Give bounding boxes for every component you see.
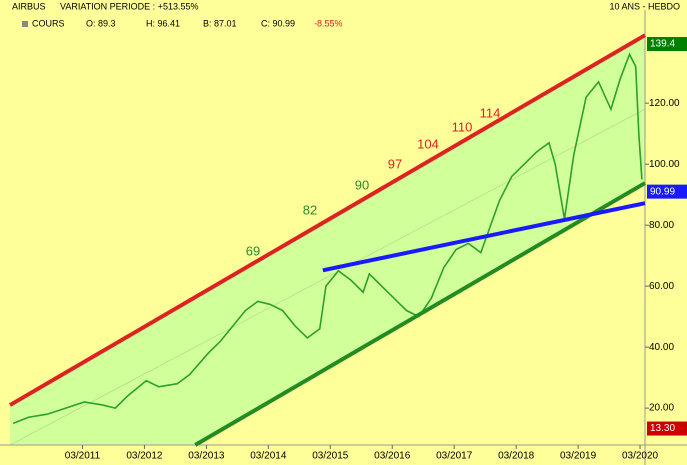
- annotation: 97: [388, 156, 402, 171]
- price-tag: [647, 421, 687, 436]
- price-tag: [647, 37, 687, 52]
- y-tick-label: 80.00: [649, 220, 674, 231]
- annotation: 90: [355, 177, 369, 192]
- ohlc-open: O: 89.3: [86, 18, 116, 28]
- x-tick-label: 03/2013: [188, 451, 225, 462]
- trend-line: [322, 201, 646, 273]
- price-line: [12, 52, 643, 425]
- x-tick-label: 03/2018: [498, 451, 535, 462]
- price-tag-label: 90.99: [650, 186, 675, 197]
- x-tick-label: 03/2019: [560, 451, 597, 462]
- annotation: 110: [452, 119, 473, 134]
- y-tick-label: 100.00: [649, 159, 680, 170]
- trend-line: [194, 181, 647, 447]
- y-tick-label: 20.00: [649, 403, 674, 414]
- annotation: 69: [246, 243, 260, 258]
- x-tick-label: 03/2012: [126, 451, 163, 462]
- ohlc-high: H: 96.41: [146, 18, 180, 28]
- x-tick-label: 03/2015: [312, 451, 349, 462]
- annotation: 114: [480, 105, 501, 120]
- x-tick-label: 03/2016: [374, 451, 411, 462]
- channel-mid: [9, 108, 646, 446]
- ohlc-low: B: 87.01: [203, 18, 237, 28]
- period: 10 ANS - HEBDO: [609, 1, 680, 11]
- y-tick-label: 40.00: [649, 342, 674, 353]
- annotation: 104: [417, 136, 439, 151]
- x-tick-label: 03/2014: [250, 451, 287, 462]
- y-tick-label: 60.00: [649, 281, 674, 292]
- price-tag: [647, 184, 687, 199]
- price-tag-label: 13.30: [650, 423, 675, 434]
- y-tick-label: 120.00: [649, 98, 680, 109]
- x-tick-label: 03/2020: [622, 451, 659, 462]
- ohlc-close: C: 90.99: [261, 18, 295, 28]
- channel-fill: [10, 35, 645, 446]
- subtitle: VARIATION PERIODE : +513.55%: [60, 1, 198, 11]
- annotation: 82: [303, 202, 317, 217]
- legend-swatch: [22, 21, 28, 27]
- legend-label: COURS: [32, 18, 65, 28]
- price-tag-label: 139.4: [650, 39, 675, 50]
- x-tick-label: 03/2017: [436, 451, 473, 462]
- chart-title: AIRBUS: [12, 1, 46, 11]
- change: -8.55%: [314, 18, 343, 28]
- trend-line: [8, 33, 647, 407]
- x-tick-label: 03/2011: [65, 451, 101, 462]
